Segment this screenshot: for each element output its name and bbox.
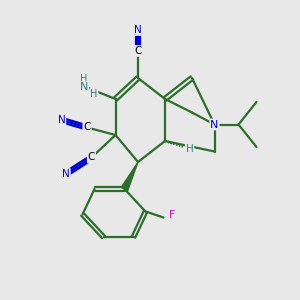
Text: C: C xyxy=(134,46,142,56)
Text: N: N xyxy=(210,119,219,130)
Text: F: F xyxy=(169,209,175,220)
Polygon shape xyxy=(121,162,138,190)
Text: H: H xyxy=(80,74,88,84)
Text: N: N xyxy=(134,25,142,35)
Text: N: N xyxy=(62,169,70,179)
Text: N: N xyxy=(58,115,65,125)
Text: C: C xyxy=(88,152,95,163)
Text: H: H xyxy=(90,88,98,99)
Text: H: H xyxy=(186,143,194,154)
Text: N: N xyxy=(80,82,88,92)
Text: C: C xyxy=(83,122,91,133)
